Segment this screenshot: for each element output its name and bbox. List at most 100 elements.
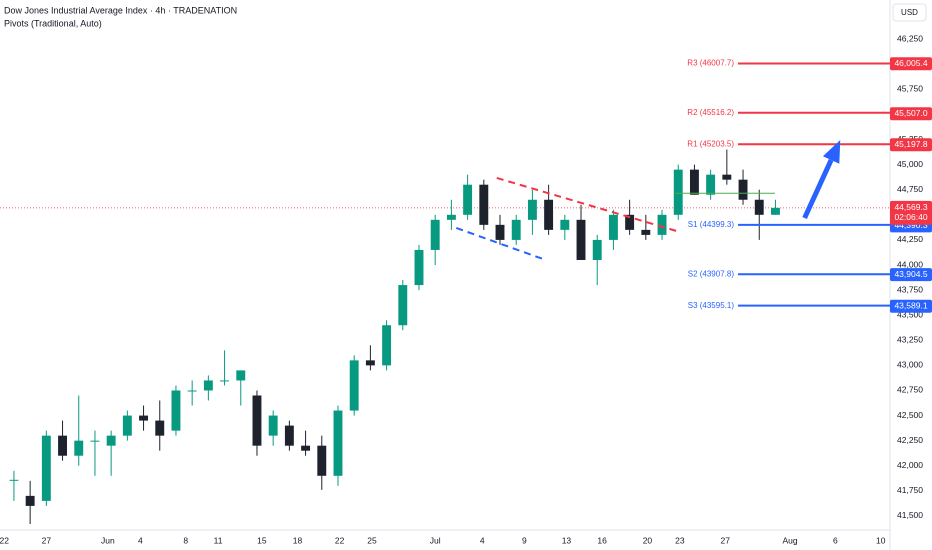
x-tick-label: Aug xyxy=(782,535,797,545)
x-tick-label: 11 xyxy=(214,535,223,545)
y-tick-label: 42,500 xyxy=(897,410,923,420)
price-badge-label: 44,390.3 xyxy=(894,220,927,230)
currency[interactable]: USD xyxy=(901,8,918,17)
y-tick-label: 42,000 xyxy=(897,460,923,470)
candle-body xyxy=(220,380,230,382)
candle-body xyxy=(90,440,100,442)
x-tick-label: Jun xyxy=(101,535,115,545)
x-tick-label: 22 xyxy=(0,535,9,545)
candle-body xyxy=(301,445,311,451)
candle-body xyxy=(9,479,19,481)
candle-body xyxy=(139,415,149,421)
candle-body xyxy=(576,219,586,260)
chart-title: Dow Jones Industrial Average Index · 4h … xyxy=(4,5,237,15)
x-tick-label: 10 xyxy=(876,535,886,545)
candle-body xyxy=(106,435,116,446)
price-badge xyxy=(890,138,932,152)
candle-body xyxy=(187,390,197,392)
candle-body xyxy=(25,495,35,506)
candle-body xyxy=(722,174,732,180)
candle-body xyxy=(608,214,618,240)
x-tick-label: 4 xyxy=(138,535,143,545)
candle-body xyxy=(171,390,181,431)
arrow-head xyxy=(822,140,841,164)
y-tick-label: 43,000 xyxy=(897,360,923,370)
y-tick-label: 43,250 xyxy=(897,335,923,345)
y-tick-label: 43,500 xyxy=(897,309,923,319)
candle-body xyxy=(333,410,343,476)
y-tick-label: 43,750 xyxy=(897,284,923,294)
y-tick-label: 45,000 xyxy=(897,159,923,169)
price-badge-label: 43,904.5 xyxy=(894,269,927,279)
x-tick-label: 27 xyxy=(42,535,52,545)
candle-body xyxy=(398,285,408,326)
last-price-badge xyxy=(890,200,932,225)
x-tick-label: 6 xyxy=(833,535,838,545)
y-tick-label: 41,500 xyxy=(897,510,923,520)
x-tick-label: 27 xyxy=(720,535,730,545)
y-tick-label: 42,250 xyxy=(897,435,923,445)
price-badge xyxy=(890,268,932,282)
trendline xyxy=(496,177,681,233)
candle-body xyxy=(430,219,440,250)
x-tick-label: 16 xyxy=(597,535,607,545)
pivot-label: R2 (45516.2) xyxy=(687,108,734,117)
x-tick-label: 8 xyxy=(183,535,188,545)
x-tick-label: 4 xyxy=(480,535,485,545)
candle-body xyxy=(268,415,278,436)
countdown: 02:06:40 xyxy=(894,212,927,222)
candle-body xyxy=(770,207,780,215)
x-tick-label: 20 xyxy=(643,535,653,545)
candle-body xyxy=(317,445,327,476)
candle-body xyxy=(544,199,554,230)
candle-body xyxy=(560,219,570,230)
candle-body xyxy=(592,239,602,260)
indicator-label: Pivots (Traditional, Auto) xyxy=(4,18,102,28)
pivot-label: S1 (44399.3) xyxy=(688,220,735,229)
y-tick-label: 44,750 xyxy=(897,184,923,194)
pivot-label: S3 (43595.1) xyxy=(688,301,735,310)
price-badge xyxy=(890,57,932,71)
candle-body xyxy=(446,214,456,220)
candle-body xyxy=(673,169,683,215)
candle-body xyxy=(738,179,748,200)
candle-body xyxy=(155,420,165,436)
candle-body xyxy=(527,199,537,220)
candle-body xyxy=(463,184,473,215)
x-tick-label: 22 xyxy=(335,535,345,545)
price-badge-label: 45,507.0 xyxy=(894,108,927,118)
pivot-label: S2 (43907.8) xyxy=(688,269,735,278)
candle-body xyxy=(511,219,521,240)
candle-body xyxy=(754,199,764,215)
candle-body xyxy=(252,395,262,446)
candle-body xyxy=(495,224,505,240)
x-tick-label: 13 xyxy=(562,535,572,545)
candle-body xyxy=(284,425,294,446)
candle-body xyxy=(236,370,246,381)
currency-box[interactable] xyxy=(892,3,927,22)
candle-body xyxy=(365,360,375,366)
y-tick-label: 42,750 xyxy=(897,385,923,395)
price-badge-label: 43,589.1 xyxy=(894,300,927,310)
arrow-shaft xyxy=(802,158,834,220)
candle-body xyxy=(641,229,651,235)
pivot-label: R3 (46007.7) xyxy=(687,59,734,68)
y-tick-label: 46,250 xyxy=(897,33,923,43)
candle-body xyxy=(414,249,424,286)
candle-body xyxy=(382,325,392,366)
last-price-label: 44,569.3 xyxy=(894,202,927,212)
price-badge-label: 46,005.4 xyxy=(894,58,927,68)
pivot-label: R1 (45203.5) xyxy=(687,139,734,148)
x-tick-label: 25 xyxy=(367,535,377,545)
candle-body xyxy=(625,214,635,230)
trendline xyxy=(455,227,544,260)
y-tick-label: 45,750 xyxy=(897,84,923,94)
y-tick-label: 41,750 xyxy=(897,485,923,495)
candle-body xyxy=(657,214,667,235)
candle-body xyxy=(706,174,716,195)
x-tick-label: 18 xyxy=(293,535,303,545)
x-tick-label: 15 xyxy=(257,535,267,545)
candle-body xyxy=(74,440,84,456)
x-tick-label: 9 xyxy=(522,535,527,545)
